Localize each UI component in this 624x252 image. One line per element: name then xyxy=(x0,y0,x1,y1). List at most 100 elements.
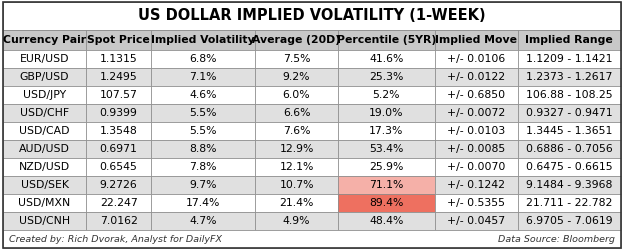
Bar xyxy=(3,176,86,194)
Text: +/- 0.5355: +/- 0.5355 xyxy=(447,198,505,208)
Bar xyxy=(151,140,255,158)
Bar xyxy=(518,104,621,122)
Text: 5.5%: 5.5% xyxy=(190,126,217,136)
Text: 25.9%: 25.9% xyxy=(369,162,404,172)
Text: +/- 0.0106: +/- 0.0106 xyxy=(447,54,505,64)
Text: 7.1%: 7.1% xyxy=(190,72,217,82)
Text: 19.0%: 19.0% xyxy=(369,108,404,118)
Bar xyxy=(3,68,86,86)
Bar xyxy=(518,158,621,176)
Text: +/- 0.0103: +/- 0.0103 xyxy=(447,126,505,136)
Text: 12.9%: 12.9% xyxy=(280,144,314,154)
Text: Implied Volatility: Implied Volatility xyxy=(152,35,255,45)
Text: 9.1484 - 9.3968: 9.1484 - 9.3968 xyxy=(526,180,613,190)
Text: 6.0%: 6.0% xyxy=(283,90,310,100)
Text: USD/CNH: USD/CNH xyxy=(19,216,70,226)
Bar xyxy=(435,104,518,122)
Text: 48.4%: 48.4% xyxy=(369,216,404,226)
Bar xyxy=(338,86,435,104)
Text: 1.1209 - 1.1421: 1.1209 - 1.1421 xyxy=(526,54,613,64)
Bar xyxy=(86,50,151,68)
Bar xyxy=(518,50,621,68)
Bar xyxy=(255,68,338,86)
Text: Data Source: Bloomberg: Data Source: Bloomberg xyxy=(498,235,615,243)
Text: USD/MXN: USD/MXN xyxy=(19,198,71,208)
Bar xyxy=(255,122,338,140)
Bar xyxy=(3,194,86,212)
Text: USD/CHF: USD/CHF xyxy=(20,108,69,118)
Text: 4.9%: 4.9% xyxy=(283,216,310,226)
Text: 1.3445 - 1.3651: 1.3445 - 1.3651 xyxy=(526,126,613,136)
Bar xyxy=(3,230,621,248)
Bar xyxy=(86,212,151,230)
Text: 106.88 - 108.25: 106.88 - 108.25 xyxy=(526,90,613,100)
Bar xyxy=(435,30,518,50)
Text: +/- 0.0122: +/- 0.0122 xyxy=(447,72,505,82)
Bar xyxy=(255,194,338,212)
Bar xyxy=(255,86,338,104)
Text: 1.1315: 1.1315 xyxy=(100,54,137,64)
Text: AUD/USD: AUD/USD xyxy=(19,144,70,154)
Text: 0.6971: 0.6971 xyxy=(100,144,137,154)
Text: +/- 0.0457: +/- 0.0457 xyxy=(447,216,505,226)
Bar xyxy=(518,140,621,158)
Bar xyxy=(255,140,338,158)
Text: NZD/USD: NZD/USD xyxy=(19,162,70,172)
Text: +/- 0.6850: +/- 0.6850 xyxy=(447,90,505,100)
Bar xyxy=(518,212,621,230)
Text: 1.3548: 1.3548 xyxy=(100,126,137,136)
Bar xyxy=(435,50,518,68)
Text: Implied Move: Implied Move xyxy=(436,35,517,45)
Text: 12.1%: 12.1% xyxy=(280,162,314,172)
Bar xyxy=(435,68,518,86)
Bar xyxy=(151,158,255,176)
Bar xyxy=(151,104,255,122)
Bar xyxy=(86,30,151,50)
Bar xyxy=(151,30,255,50)
Text: USD/CAD: USD/CAD xyxy=(19,126,70,136)
Bar xyxy=(86,176,151,194)
Text: +/- 0.1242: +/- 0.1242 xyxy=(447,180,505,190)
Bar xyxy=(518,194,621,212)
Bar xyxy=(86,158,151,176)
Bar xyxy=(255,158,338,176)
Bar xyxy=(151,86,255,104)
Bar xyxy=(86,122,151,140)
Text: +/- 0.0072: +/- 0.0072 xyxy=(447,108,505,118)
Bar xyxy=(518,122,621,140)
Bar xyxy=(3,140,86,158)
Text: 5.2%: 5.2% xyxy=(373,90,400,100)
Text: 25.3%: 25.3% xyxy=(369,72,404,82)
Bar xyxy=(151,176,255,194)
Bar xyxy=(3,212,86,230)
Text: Currency Pair: Currency Pair xyxy=(3,35,86,45)
Bar xyxy=(338,140,435,158)
Text: Spot Price: Spot Price xyxy=(87,35,150,45)
Text: 0.6475 - 0.6615: 0.6475 - 0.6615 xyxy=(526,162,613,172)
Bar xyxy=(338,30,435,50)
Bar xyxy=(435,140,518,158)
Bar xyxy=(255,212,338,230)
Text: 7.6%: 7.6% xyxy=(283,126,310,136)
Text: +/- 0.0070: +/- 0.0070 xyxy=(447,162,505,172)
Bar xyxy=(435,194,518,212)
Bar xyxy=(338,158,435,176)
Text: 6.6%: 6.6% xyxy=(283,108,310,118)
Text: 107.57: 107.57 xyxy=(100,90,137,100)
Text: 4.6%: 4.6% xyxy=(190,90,217,100)
Text: 0.9399: 0.9399 xyxy=(100,108,137,118)
Text: 7.0162: 7.0162 xyxy=(100,216,137,226)
Bar xyxy=(151,50,255,68)
Bar xyxy=(151,212,255,230)
Text: 53.4%: 53.4% xyxy=(369,144,404,154)
Text: 0.9327 - 0.9471: 0.9327 - 0.9471 xyxy=(526,108,613,118)
Bar xyxy=(518,86,621,104)
Text: GBP/USD: GBP/USD xyxy=(20,72,69,82)
Text: 9.2%: 9.2% xyxy=(283,72,310,82)
Bar xyxy=(3,104,86,122)
Bar xyxy=(3,30,86,50)
Bar xyxy=(255,30,338,50)
Bar xyxy=(435,86,518,104)
Text: 41.6%: 41.6% xyxy=(369,54,404,64)
Text: 6.9705 - 7.0619: 6.9705 - 7.0619 xyxy=(526,216,613,226)
